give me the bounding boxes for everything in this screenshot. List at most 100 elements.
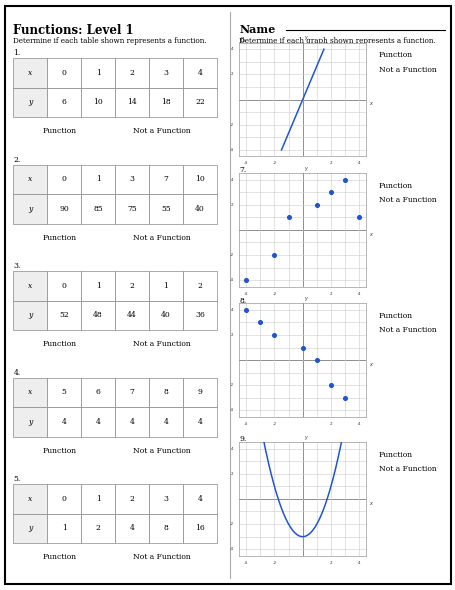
Bar (149, 194, 182, 224)
Text: 7: 7 (129, 388, 134, 396)
Bar (47, 194, 81, 224)
Bar (13, 514, 47, 543)
Text: 6: 6 (62, 99, 66, 106)
Bar (47, 165, 81, 194)
Text: 22: 22 (195, 99, 204, 106)
Bar (47, 407, 81, 437)
Text: Function: Function (43, 234, 77, 242)
Text: 18: 18 (161, 99, 171, 106)
Text: 4: 4 (197, 418, 202, 426)
Bar (47, 88, 81, 117)
Text: 8: 8 (163, 525, 168, 532)
Bar (149, 378, 182, 407)
Bar (182, 88, 217, 117)
Text: 4.: 4. (13, 369, 20, 376)
Text: 36: 36 (195, 312, 204, 319)
Text: 1: 1 (96, 69, 101, 77)
Bar (13, 378, 47, 407)
Bar (182, 58, 217, 88)
Text: Determine if each graph shown represents a function.: Determine if each graph shown represents… (238, 37, 435, 45)
Bar (13, 194, 47, 224)
Bar (13, 271, 47, 301)
Text: Function: Function (378, 312, 412, 320)
Bar (115, 165, 149, 194)
Text: 2: 2 (129, 495, 134, 503)
Text: 40: 40 (195, 205, 204, 213)
Text: Not a Function: Not a Function (378, 326, 436, 334)
Text: Function: Function (43, 127, 77, 135)
Text: 3.: 3. (13, 262, 20, 270)
Bar (81, 301, 115, 330)
Text: Not a Function: Not a Function (132, 340, 190, 348)
Bar (115, 88, 149, 117)
Text: 4: 4 (129, 418, 134, 426)
Bar (47, 271, 81, 301)
Text: 55: 55 (161, 205, 171, 213)
Text: x: x (28, 69, 32, 77)
Bar (149, 514, 182, 543)
Bar (115, 194, 149, 224)
Text: 7: 7 (163, 175, 168, 183)
Text: 1: 1 (96, 282, 101, 290)
Text: 4: 4 (62, 418, 66, 426)
Text: 85: 85 (93, 205, 103, 213)
Text: Function: Function (43, 340, 77, 348)
Text: 2: 2 (129, 282, 134, 290)
Text: 10: 10 (93, 99, 103, 106)
Text: 14: 14 (127, 99, 136, 106)
Text: 5: 5 (62, 388, 66, 396)
Text: 2: 2 (197, 282, 202, 290)
Bar (13, 165, 47, 194)
Text: 4: 4 (163, 418, 168, 426)
Bar (149, 407, 182, 437)
Text: x: x (28, 495, 32, 503)
Text: y: y (28, 205, 32, 213)
Text: 6.: 6. (238, 36, 246, 44)
Text: Determine if each table shown represents a function.: Determine if each table shown represents… (13, 37, 207, 45)
Text: Not a Function: Not a Function (132, 234, 190, 242)
Text: Not a Function: Not a Function (132, 447, 190, 455)
Text: y: y (28, 418, 32, 426)
Text: 1.: 1. (13, 49, 20, 57)
Bar (81, 88, 115, 117)
Text: 16: 16 (195, 525, 204, 532)
Text: x: x (28, 175, 32, 183)
Text: 0: 0 (62, 175, 66, 183)
Text: 8: 8 (163, 388, 168, 396)
Text: 10: 10 (195, 175, 204, 183)
Text: y: y (28, 99, 32, 106)
Text: 44: 44 (127, 312, 136, 319)
Text: 1: 1 (96, 175, 101, 183)
Text: 1: 1 (96, 495, 101, 503)
Bar (81, 194, 115, 224)
Text: Function: Function (378, 51, 412, 60)
Bar (13, 58, 47, 88)
Bar (182, 194, 217, 224)
Text: 5.: 5. (13, 475, 20, 483)
Text: 75: 75 (127, 205, 136, 213)
Bar (182, 407, 217, 437)
Text: 52: 52 (59, 312, 69, 319)
Text: 2: 2 (129, 69, 134, 77)
Text: 1: 1 (62, 525, 66, 532)
Bar (115, 271, 149, 301)
Bar (182, 484, 217, 514)
Text: 2.: 2. (13, 156, 20, 163)
Text: 3: 3 (163, 69, 168, 77)
Text: Not a Function: Not a Function (378, 65, 436, 74)
Bar (13, 88, 47, 117)
Text: Not a Function: Not a Function (132, 127, 190, 135)
Text: y: y (28, 312, 32, 319)
Bar (13, 407, 47, 437)
Text: 2: 2 (96, 525, 101, 532)
Text: Function: Function (378, 451, 412, 459)
Text: 48: 48 (93, 312, 103, 319)
Bar (182, 378, 217, 407)
Bar (81, 58, 115, 88)
Bar (149, 271, 182, 301)
Bar (182, 165, 217, 194)
Bar (81, 484, 115, 514)
Bar (47, 301, 81, 330)
Bar (182, 271, 217, 301)
Bar (81, 271, 115, 301)
